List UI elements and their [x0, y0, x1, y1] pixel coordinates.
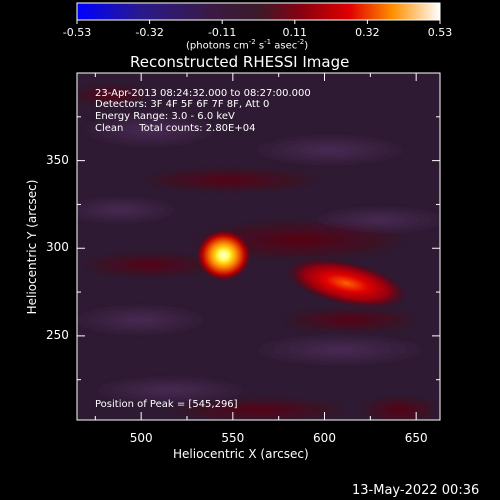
- colorbar-tick-label: -0.53: [62, 26, 92, 39]
- annotation-peak: Position of Peak = [545,296]: [95, 399, 238, 410]
- y-tick-label: 350: [46, 152, 69, 167]
- x-tick-label: 600: [313, 431, 336, 445]
- axis-ticks: [77, 72, 440, 420]
- colorbar-tick-label: -0.11: [207, 26, 237, 39]
- colorbar-ticks: [76, 20, 441, 24]
- sources: [195, 229, 408, 309]
- annotation-time: 23-Apr-2013 08:24:32.000 to 08:27:00.000: [95, 88, 311, 99]
- plot-frame: [76, 72, 441, 421]
- colorbar-tick-label: 0.32: [355, 26, 380, 39]
- annotation-detectors: Detectors: 3F 4F 5F 6F 7F 8F, Att 0: [95, 99, 270, 110]
- source-peak: [195, 229, 252, 282]
- y-tick-label: 250: [46, 327, 69, 342]
- heatmap-image: [77, 73, 440, 420]
- y-tick-label: 300: [46, 240, 69, 255]
- units-exp: -1: [264, 38, 272, 46]
- colorbar-tick-label: 0.11: [282, 26, 308, 39]
- y-axis-label: Heliocentric Y (arcsec): [25, 179, 39, 315]
- units-exp: -2: [248, 38, 256, 46]
- annotation-clean: Clean Total counts: 2.80E+04: [95, 123, 256, 134]
- units-text: ): [304, 40, 309, 52]
- x-tick-label: 650: [404, 431, 428, 445]
- x-tick-label: 500: [129, 431, 153, 445]
- units-text: asec: [271, 40, 298, 52]
- x-axis-label: Heliocentric X (arcsec): [173, 447, 309, 461]
- units-exp: -2: [297, 38, 305, 46]
- units-text: (photons cm: [186, 40, 249, 52]
- chart-title: Reconstructed RHESSI Image: [130, 53, 350, 71]
- source-secondary: [285, 258, 408, 309]
- x-tick-label: 550: [221, 431, 245, 445]
- footer-timestamp: 13-May-2022 00:36: [352, 483, 480, 498]
- colorbar-units: (photons cm-2 s-1 asec-2): [186, 39, 308, 51]
- units-text: s: [255, 40, 265, 52]
- annotation-energy: Energy Range: 3.0 - 6.0 keV: [95, 111, 235, 122]
- colorbar: [76, 2, 441, 21]
- colorbar-tick-label: -0.32: [135, 26, 164, 39]
- colorbar-tick-label: 0.53: [427, 26, 453, 39]
